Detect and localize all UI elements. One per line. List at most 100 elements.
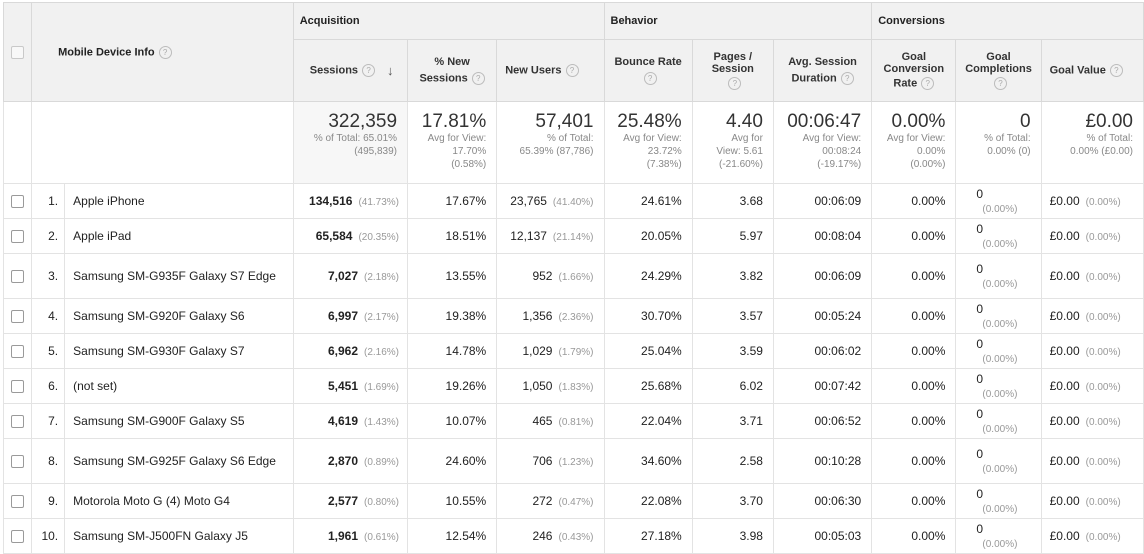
pages-value: 3.68: [739, 194, 763, 208]
help-icon[interactable]: ?: [994, 77, 1008, 90]
table-row[interactable]: 3. Samsung SM-G935F Galaxy S7 Edge 7,027 (2…: [2, 253, 1144, 299]
goal-comp-pct: (0.00%): [982, 539, 1018, 550]
help-icon[interactable]: ?: [921, 77, 935, 90]
bounce-rate-cell: 24.61%: [603, 183, 693, 219]
sort-descending-icon[interactable]: ↓: [387, 63, 394, 78]
goal-conv-value: 0.00%: [911, 494, 946, 508]
goal-conv-value: 0.00%: [911, 379, 946, 393]
bounce-rate-value: 24.61%: [641, 194, 682, 208]
goal-comp-pct: (0.00%): [982, 204, 1018, 215]
table-row[interactable]: 2. Apple iPad 65,584 (20.35%) 18.51% 12,137 (2…: [2, 218, 1144, 254]
new-users-pct: (2.36%): [558, 312, 594, 323]
help-icon[interactable]: ?: [643, 72, 657, 85]
table-row[interactable]: 9. Motorola Moto G (4) Moto G4 2,577 (0.80%…: [2, 483, 1144, 519]
col-new-users[interactable]: New Users?: [496, 39, 605, 102]
goal-comp-pct: (0.00%): [982, 424, 1018, 435]
col-new-sessions-label-1: % New: [434, 56, 470, 68]
total-pages-per-session: 4.40 Avg for View: 5.61 (-21.60%): [691, 101, 774, 184]
sessions-pct: (2.18%): [364, 272, 400, 283]
bounce-rate-cell: 30.70%: [603, 298, 693, 334]
dimension-header[interactable]: Mobile Device Info?: [31, 2, 294, 102]
col-goal-conv-label-1: Goal: [901, 51, 927, 63]
col-goal-value[interactable]: Goal Value?: [1040, 39, 1144, 102]
device-name-cell[interactable]: (not set): [64, 368, 294, 404]
col-bounce-rate-label: Bounce Rate: [614, 56, 682, 68]
avg-duration-value: 00:05:24: [814, 309, 862, 323]
device-name-link: Samsung SM-G920F Galaxy S6: [73, 309, 245, 323]
total-sub: % of Total:: [984, 133, 1031, 144]
device-name-cell[interactable]: Apple iPad: [64, 218, 294, 254]
row-checkbox[interactable]: [11, 415, 25, 429]
total-value: £0.00: [1085, 111, 1133, 132]
table-row[interactable]: 7. Samsung SM-G900F Galaxy S5 4,619 (1.43%)…: [2, 403, 1144, 439]
device-name-cell[interactable]: Samsung SM-J500FN Galaxy J5: [64, 518, 294, 554]
total-goal-completions: 0 % of Total: 0.00% (0): [955, 101, 1042, 184]
row-index: 10.: [31, 518, 66, 554]
sessions-cell: 7,027 (2.18%): [292, 253, 409, 299]
table-row[interactable]: 6. (not set) 5,451 (1.69%) 19.26% 1,050 (1.83%…: [2, 368, 1144, 404]
device-name-cell[interactable]: Samsung SM-G900F Galaxy S5: [64, 403, 294, 439]
col-goal-conversion-rate[interactable]: Goal Conversion Rate?: [871, 39, 957, 102]
row-checkbox[interactable]: [11, 455, 25, 469]
col-new-sessions[interactable]: % New Sessions?: [407, 39, 498, 102]
device-name-cell[interactable]: Samsung SM-G920F Galaxy S6: [64, 298, 294, 334]
col-goal-completions[interactable]: Goal Completions ?: [955, 39, 1042, 102]
row-checkbox[interactable]: [11, 495, 25, 509]
row-checkbox-cell: [2, 368, 33, 404]
goal-value-value: £0.00: [1049, 494, 1080, 508]
row-checkbox[interactable]: [11, 270, 25, 284]
row-checkbox[interactable]: [11, 345, 25, 359]
table-row[interactable]: 4. Samsung SM-G920F Galaxy S6 6,997 (2.17%)…: [2, 298, 1144, 334]
bounce-rate-value: 22.04%: [641, 414, 682, 428]
col-avg-session-duration[interactable]: Avg. Session Duration?: [772, 39, 873, 102]
table-row[interactable]: 1. Apple iPhone 134,516 (41.73%) 17.67% 23,76…: [2, 183, 1144, 219]
sessions-value: 6,997: [327, 309, 358, 323]
goal-comp-value: 0: [976, 337, 984, 351]
help-icon[interactable]: ?: [1109, 64, 1123, 77]
help-icon[interactable]: ?: [840, 72, 854, 85]
new-users-value: 706: [532, 454, 553, 468]
sessions-pct: (20.35%): [358, 232, 400, 243]
col-goal-comp-label-1: Goal: [986, 51, 1011, 63]
device-name-cell[interactable]: Samsung SM-G930F Galaxy S7: [64, 333, 294, 369]
sessions-value: 2,577: [327, 494, 358, 508]
table-row[interactable]: 5. Samsung SM-G930F Galaxy S7 6,962 (2.16%)…: [2, 333, 1144, 369]
goal-conv-cell: 0.00%: [871, 483, 957, 519]
table-row[interactable]: 10. Samsung SM-J500FN Galaxy J5 1,961 (0.61…: [2, 518, 1144, 554]
total-sub: 23.72%: [647, 146, 682, 157]
row-checkbox[interactable]: [11, 230, 25, 244]
row-checkbox-cell: [2, 183, 33, 219]
sessions-cell: 5,451 (1.69%): [292, 368, 409, 404]
goal-value-pct: (0.00%): [1085, 382, 1121, 393]
avg-duration-value: 00:06:02: [814, 344, 862, 358]
table-row[interactable]: 8. Samsung SM-G925F Galaxy S6 Edge 2,870 (0…: [2, 438, 1144, 484]
help-icon[interactable]: ?: [158, 45, 172, 59]
goal-conv-cell: 0.00%: [871, 518, 957, 554]
help-icon[interactable]: ?: [565, 64, 579, 77]
row-checkbox[interactable]: [11, 310, 25, 324]
col-pages-per-session[interactable]: Pages / Session ?: [691, 39, 774, 102]
total-sub: (495,839): [354, 146, 398, 157]
help-icon[interactable]: ?: [362, 64, 376, 77]
help-icon[interactable]: ?: [728, 77, 742, 90]
device-name-cell[interactable]: Motorola Moto G (4) Moto G4: [64, 483, 294, 519]
total-value: 17.81%: [421, 111, 487, 132]
device-name-cell[interactable]: Samsung SM-G935F Galaxy S7 Edge: [64, 253, 294, 299]
row-checkbox[interactable]: [11, 195, 25, 209]
device-name-cell[interactable]: Apple iPhone: [64, 183, 294, 219]
row-checkbox[interactable]: [11, 530, 25, 544]
row-checkbox[interactable]: [11, 380, 25, 394]
total-sub: 65.39% (87,786): [519, 146, 594, 157]
help-icon[interactable]: ?: [471, 72, 485, 85]
new-users-pct: (1.66%): [558, 272, 594, 283]
col-sessions[interactable]: Sessions? ↓: [292, 39, 409, 102]
select-all-checkbox[interactable]: [11, 45, 25, 59]
goal-conv-value: 0.00%: [911, 414, 946, 428]
goal-value-cell: £0.00 (0.00%): [1040, 333, 1144, 369]
goal-comp-value: 0: [976, 522, 984, 536]
col-bounce-rate[interactable]: Bounce Rate ?: [603, 39, 693, 102]
device-name-cell[interactable]: Samsung SM-G925F Galaxy S6 Edge: [64, 438, 294, 484]
goal-comp-cell: 0 (0.00%): [955, 403, 1042, 439]
sessions-cell: 2,577 (0.80%): [292, 483, 409, 519]
